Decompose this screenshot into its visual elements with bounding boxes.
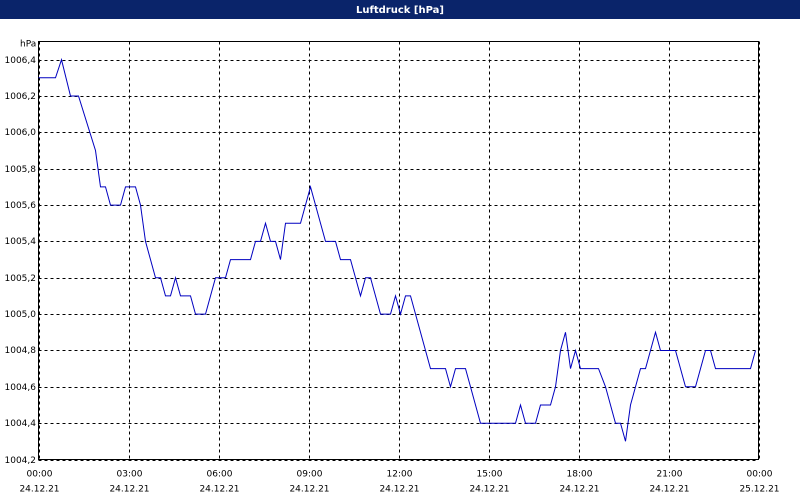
y-tick-label: 1006,0 xyxy=(5,128,37,138)
x-tick-label: 06:00 xyxy=(207,470,233,480)
x-tick-date: 24.12.21 xyxy=(649,485,689,495)
data-line xyxy=(38,57,756,442)
y-tick-label: 1004,6 xyxy=(5,383,37,393)
x-tick-date: 25.12.21 xyxy=(739,485,779,495)
y-tick-label: 1006,2 xyxy=(5,92,37,102)
x-tick-label: 00:00 xyxy=(27,470,53,480)
x-tick-label: 18:00 xyxy=(567,470,593,480)
y-tick-label: 1006,4 xyxy=(5,56,37,66)
x-tick-label: 15:00 xyxy=(477,470,503,480)
plot-area xyxy=(38,41,759,460)
chart-title: Luftdruck [hPa] xyxy=(356,5,444,16)
y-tick-label: 1005,0 xyxy=(5,310,37,320)
x-tick-label: 03:00 xyxy=(117,470,143,480)
x-tick-date: 24.12.21 xyxy=(469,485,509,495)
y-tick-label: 1005,4 xyxy=(5,237,37,247)
y-tick-label: 1005,6 xyxy=(5,201,37,211)
x-tick-label: 09:00 xyxy=(297,470,323,480)
y-tick-label: 1004,4 xyxy=(5,419,37,429)
x-tick-label: 21:00 xyxy=(657,470,683,480)
x-tick-label: 12:00 xyxy=(387,470,413,480)
y-tick-label: 1004,8 xyxy=(5,346,37,356)
x-tick-date: 24.12.21 xyxy=(199,485,239,495)
y-tick-label: 1005,8 xyxy=(5,165,37,175)
x-tick-date: 24.12.21 xyxy=(109,485,149,495)
y-tick-label: 1004,2 xyxy=(5,456,37,466)
x-tick-date: 24.12.21 xyxy=(19,485,59,495)
title-bar xyxy=(0,0,800,19)
y-unit: hPa xyxy=(20,40,36,50)
x-tick-date: 24.12.21 xyxy=(559,485,599,495)
x-tick-label: 00:00 xyxy=(747,470,773,480)
x-tick-date: 24.12.21 xyxy=(289,485,329,495)
y-tick-label: 1005,2 xyxy=(5,274,37,284)
x-tick-date: 24.12.21 xyxy=(379,485,419,495)
